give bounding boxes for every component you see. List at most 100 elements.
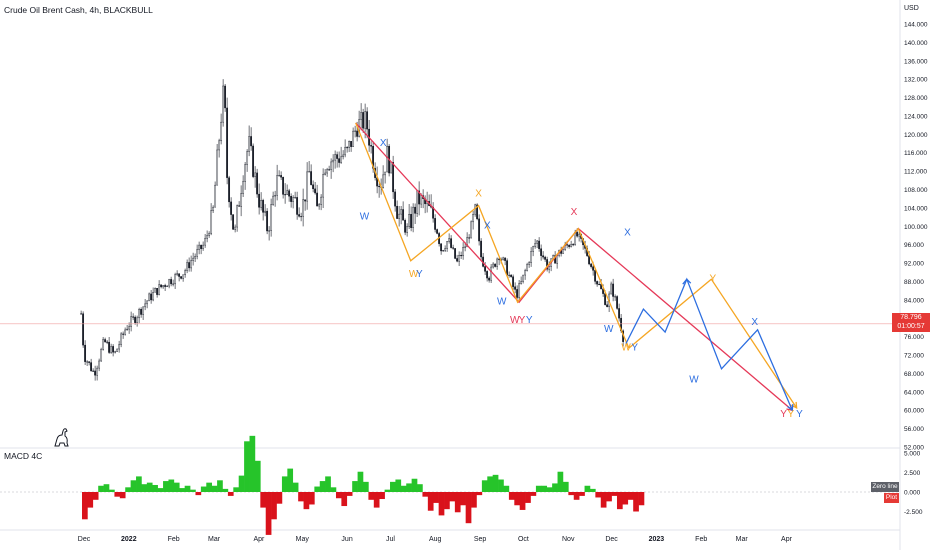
candle-body <box>592 266 595 271</box>
candle-body <box>140 309 143 315</box>
candle-body <box>448 238 451 242</box>
candle-body <box>216 149 219 186</box>
candle-body <box>208 233 211 236</box>
candle-body <box>458 255 461 262</box>
candle-body <box>606 304 609 307</box>
candle-body <box>370 145 373 147</box>
candle-body <box>366 111 369 130</box>
candle-body <box>82 313 85 346</box>
candle-body <box>256 172 259 195</box>
macd-bar <box>503 485 510 492</box>
candle-body <box>462 247 465 257</box>
blue-wave-label: W <box>689 375 699 386</box>
orange-wave-label: W <box>409 269 419 280</box>
candle-body <box>450 238 453 248</box>
candle-body <box>568 245 571 247</box>
macd-bar <box>352 481 358 492</box>
macd-bar <box>460 492 466 506</box>
candle-body <box>362 112 365 129</box>
macd-bar <box>98 485 104 492</box>
candle-body <box>160 284 163 288</box>
macd-bar <box>546 487 553 492</box>
candle-body <box>92 370 95 372</box>
macd-bar <box>130 480 137 492</box>
candle-body <box>314 188 317 194</box>
candle-body <box>106 341 109 343</box>
candle-body <box>304 199 307 202</box>
blue-wave-label: W <box>360 211 370 222</box>
x-tick-label: Mar <box>208 536 221 543</box>
candle-body <box>398 213 401 219</box>
blue-wave-label: W <box>604 324 614 335</box>
candle-body <box>266 210 269 232</box>
candle-body <box>112 346 115 353</box>
candle-body <box>536 240 539 244</box>
candle-body <box>364 111 367 129</box>
y-tick-label: 92.000 <box>904 261 924 268</box>
candle-body <box>98 360 101 369</box>
candle-body <box>454 248 457 259</box>
price-axis[interactable]: 52.000 56.000 60.000 64.000 68.000 72.000 76.0… <box>904 22 928 452</box>
candle-body <box>154 288 157 293</box>
candle-body <box>288 190 291 197</box>
y-tick-label: 116.000 <box>904 150 927 157</box>
candle-body <box>612 283 615 297</box>
candle-body <box>258 193 261 208</box>
macd-bar <box>195 492 202 496</box>
candle-body <box>244 164 247 182</box>
dinosaur-icon <box>54 428 69 447</box>
candle-body <box>120 333 123 345</box>
candle-body <box>548 266 551 270</box>
candles-layer <box>80 79 625 381</box>
blue-wave-line <box>625 277 793 411</box>
macd-bar <box>92 492 99 500</box>
candle-body <box>406 226 409 233</box>
macd-bar <box>395 479 402 492</box>
candle-body <box>230 201 233 215</box>
macd-bar <box>200 486 207 492</box>
candle-body <box>268 230 271 232</box>
candle-body <box>594 270 597 282</box>
macd-bar <box>557 471 564 492</box>
y-tick-label: 132.000 <box>904 77 928 84</box>
candle-body <box>188 262 191 269</box>
x-tick-label: Jul <box>386 536 395 543</box>
candle-body <box>96 367 99 376</box>
candle-body <box>186 262 189 271</box>
red-wave-label: Y <box>519 315 526 326</box>
macd-bar <box>346 492 353 496</box>
y-tick-label: 88.000 <box>904 279 924 286</box>
time-axis[interactable]: Dec 2022 Feb Mar Apr May Jun Jul Aug Sep Oct Nov Dec… <box>78 536 793 543</box>
candle-body <box>572 244 575 246</box>
candle-body <box>528 262 531 265</box>
candle-body <box>176 273 179 275</box>
candle-body <box>178 273 181 277</box>
blue-wave-peak-arrowhead <box>682 278 692 285</box>
candle-body <box>576 232 579 237</box>
candle-body <box>556 255 559 264</box>
x-tick-label: Nov <box>562 536 575 543</box>
chart-title: Crude Oil Brent Cash, 4h, BLACKBULL <box>4 5 153 15</box>
macd-bar <box>519 492 526 510</box>
candle-body <box>152 292 155 301</box>
candle-body <box>292 197 295 202</box>
candle-body <box>534 243 537 247</box>
candle-body <box>352 130 355 147</box>
candle-body <box>486 271 489 279</box>
candle-body <box>302 199 305 217</box>
candle-body <box>510 274 513 277</box>
macd-bar <box>233 487 240 492</box>
macd-bar <box>319 481 326 492</box>
macd-axis[interactable]: 5.000 2.500 0.000 -2.500 <box>904 451 923 517</box>
candle-body <box>464 246 467 248</box>
macd-bar <box>530 492 537 496</box>
y-tick-label: 136.000 <box>904 58 928 65</box>
y-tick-label: 52.000 <box>904 445 924 452</box>
candle-body <box>218 140 221 151</box>
candle-body <box>104 339 107 343</box>
candle-body <box>456 258 459 262</box>
macd-bar <box>82 492 88 520</box>
candle-body <box>146 300 149 305</box>
